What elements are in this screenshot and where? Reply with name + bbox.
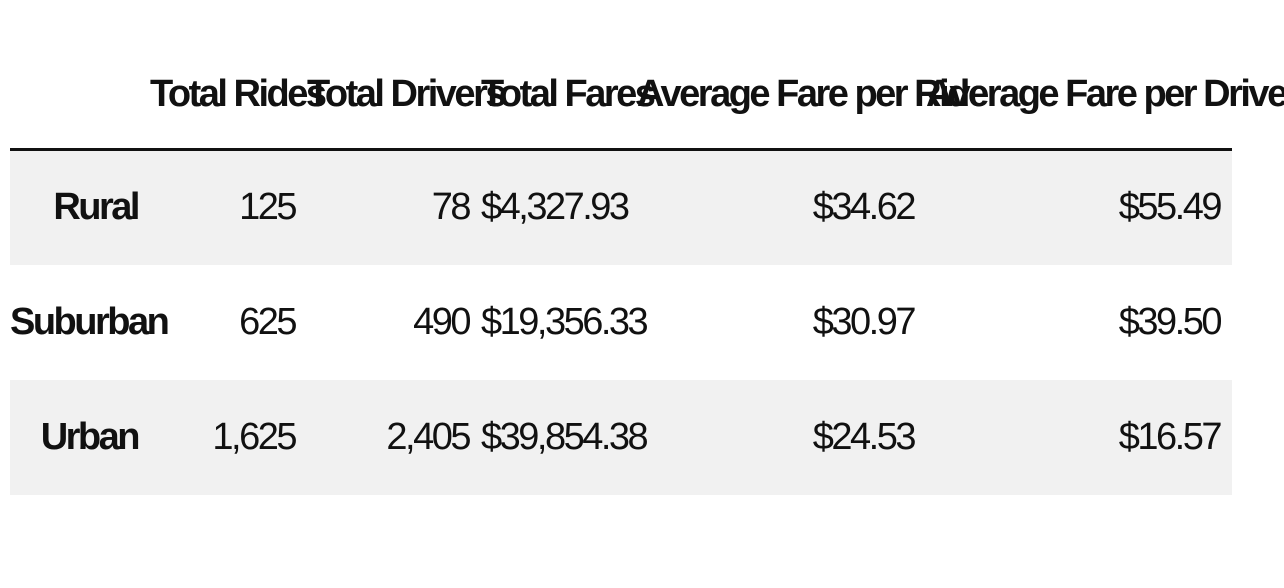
header-total-fares: Total Fares [481, 40, 656, 151]
cell-total-fares: $19,356.33 [481, 300, 649, 343]
cell-average-fare-per-driver: $55.49 [1118, 186, 1223, 229]
table-header: Total Rides Total Drivers Total Fares Av… [10, 40, 1284, 151]
row-label: Urban [40, 415, 141, 458]
table-row-rural: Rural 125 78 $4,327.93 $34.62 $55.49 [10, 149, 1232, 265]
cell-total-rides: 1,625 [212, 415, 297, 458]
cell-average-fare-per-ride: $24.53 [812, 415, 917, 458]
row-label: Suburban [10, 300, 170, 343]
header-row: Total Rides Total Drivers Total Fares Av… [10, 40, 1284, 151]
table-row-urban: Urban 1,625 2,405 $39,854.38 $24.53 $16.… [10, 379, 1232, 495]
cell-total-rides: 625 [239, 300, 297, 343]
summary-table-container: Total Rides Total Drivers Total Fares Av… [10, 40, 1284, 495]
ride-summary-table: Total Rides Total Drivers Total Fares Av… [10, 40, 1284, 495]
row-label: Rural [53, 186, 140, 229]
cell-average-fare-per-driver: $39.50 [1118, 300, 1223, 343]
cell-total-rides: 125 [239, 186, 297, 229]
header-index-cell [10, 40, 150, 151]
table-row-suburban: Suburban 625 490 $19,356.33 $30.97 $39.5… [10, 265, 1232, 380]
header-total-drivers: Total Drivers [307, 40, 506, 151]
cell-average-fare-per-ride: $34.62 [812, 186, 917, 229]
header-average-fare-per-driver: Average Fare per Driver [926, 40, 1284, 151]
cell-average-fare-per-ride: $30.97 [812, 300, 917, 343]
cell-total-drivers: 78 [431, 186, 472, 229]
cell-average-fare-per-driver: $16.57 [1118, 415, 1223, 458]
cell-total-drivers: 2,405 [386, 415, 471, 458]
header-average-fare-per-ride: Average Fare per Ride [637, 40, 989, 151]
cell-total-fares: $39,854.38 [481, 415, 649, 458]
cell-total-drivers: 490 [413, 300, 471, 343]
cell-total-fares: $4,327.93 [481, 186, 630, 229]
header-total-rides: Total Rides [150, 40, 327, 151]
table-body: Rural 125 78 $4,327.93 $34.62 $55.49 Sub… [10, 149, 1232, 495]
